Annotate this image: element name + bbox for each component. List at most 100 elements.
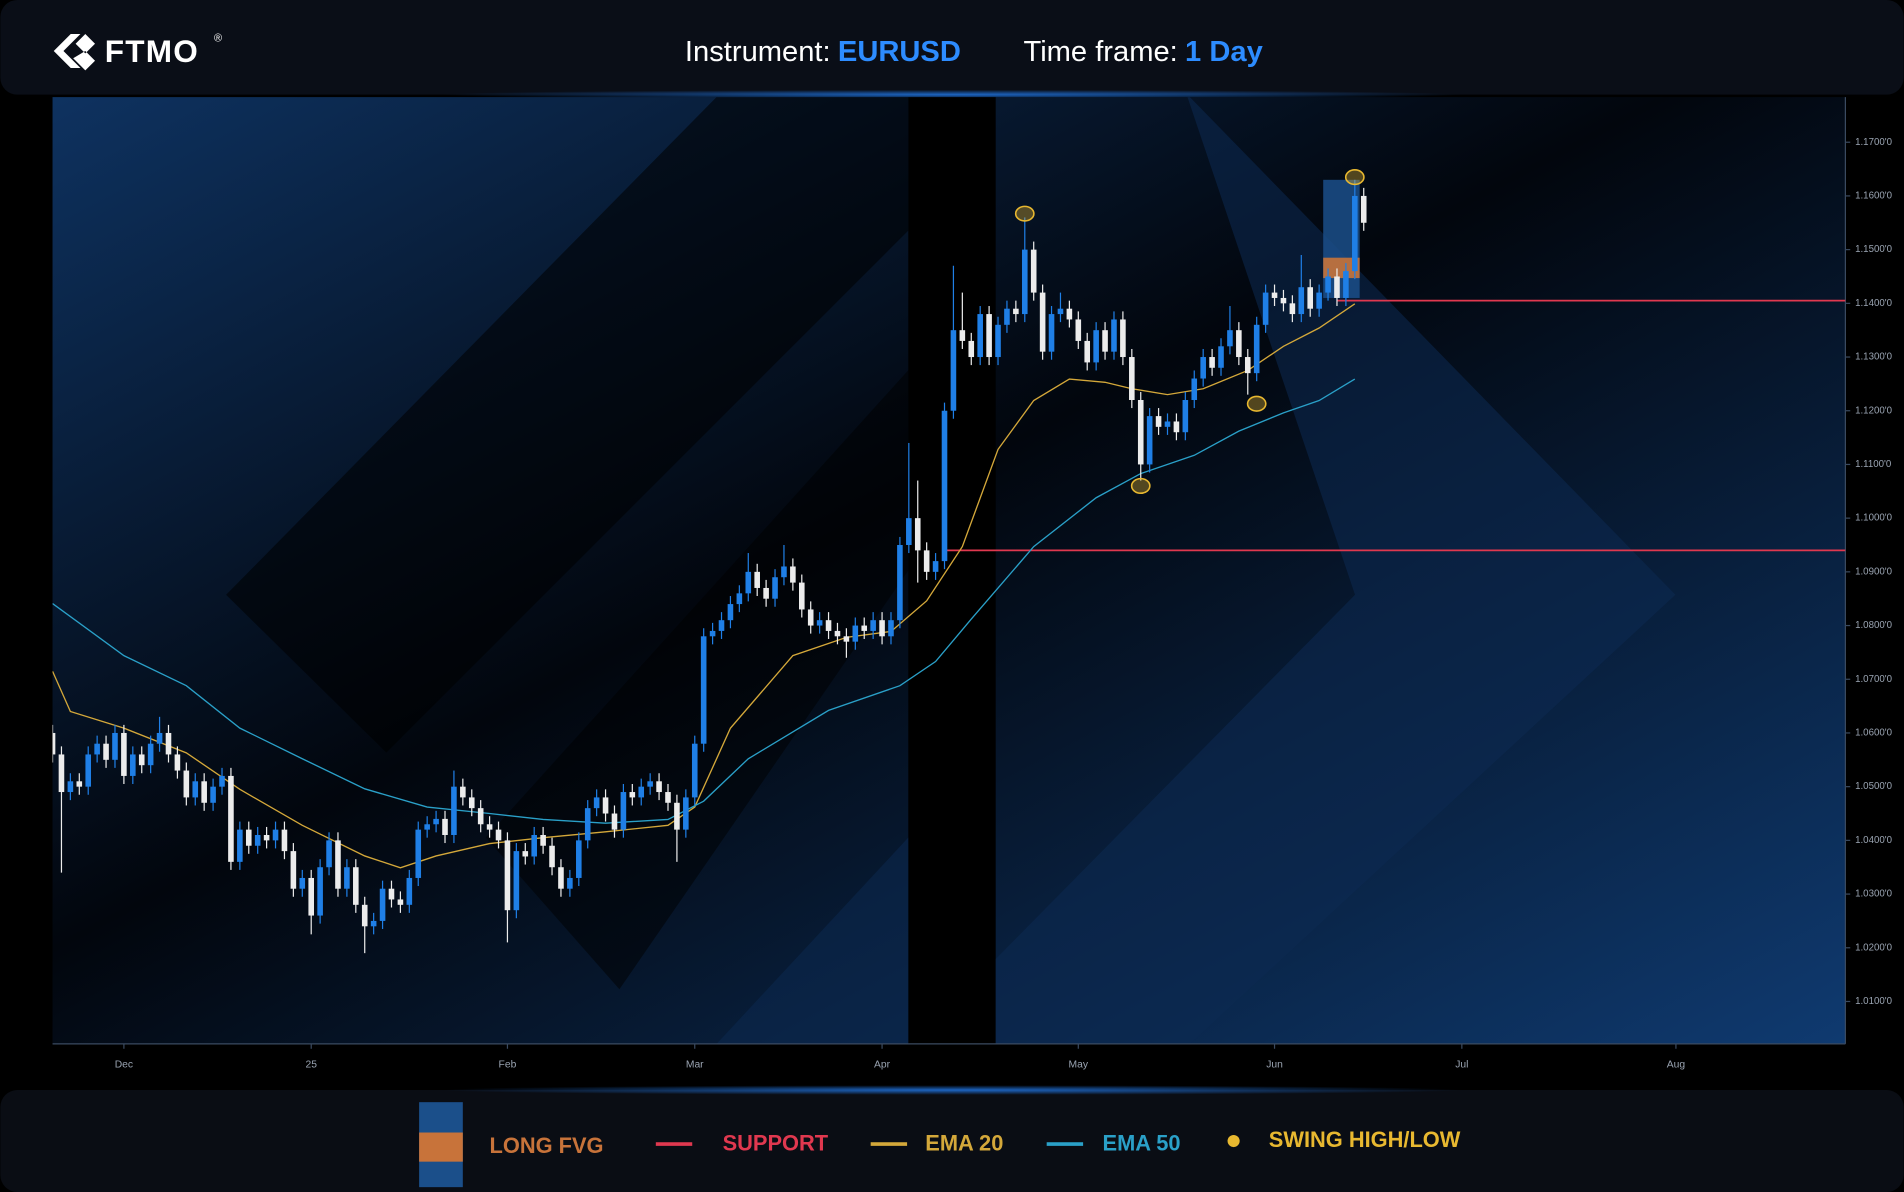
candle-body	[602, 797, 609, 814]
candle-body	[147, 743, 154, 766]
swing-marker	[1130, 477, 1151, 494]
ema-line	[52, 303, 1356, 869]
logo-registered: ®	[214, 33, 222, 45]
y-tick-label: 1.1400'0	[1855, 298, 1893, 309]
candle-body	[67, 781, 74, 793]
candle-body	[103, 743, 109, 760]
candle-body	[941, 410, 948, 562]
candle-body	[85, 754, 92, 787]
instrument-label: Instrument:	[685, 36, 831, 68]
candle-body	[1039, 292, 1046, 352]
y-tick-label: 1.1300'0	[1855, 352, 1893, 363]
candle-body	[852, 625, 859, 642]
candle-body	[995, 324, 1001, 358]
candle-body	[781, 566, 787, 578]
legend-label: SWING HIGH/LOW	[1269, 1127, 1461, 1152]
candle-body	[593, 797, 600, 809]
candle-body	[1236, 330, 1242, 358]
candle-body	[1289, 303, 1296, 315]
y-tick-label: 1.1600'0	[1855, 190, 1893, 201]
x-tick-label: Dec	[115, 1059, 133, 1070]
candle-body	[228, 775, 234, 862]
x-tick-label: Apr	[874, 1059, 891, 1070]
candle-body	[549, 845, 555, 868]
candle-body	[1030, 249, 1037, 293]
candle-body	[638, 786, 645, 798]
candle-body	[165, 732, 172, 755]
candle-body	[156, 732, 163, 744]
candle-body	[834, 630, 841, 637]
y-tick-label: 1.0900'0	[1855, 566, 1893, 577]
candle-body	[1307, 287, 1314, 309]
legend-label: LONG FVG	[490, 1133, 604, 1158]
candle-body	[397, 899, 404, 905]
candle-body	[379, 888, 386, 921]
candle-body	[1191, 378, 1198, 400]
candle-body	[1102, 330, 1108, 352]
timeframe-label: Time frame:	[1023, 36, 1177, 68]
candle-body	[959, 330, 966, 341]
candle-body	[263, 835, 270, 841]
candle-body	[1048, 314, 1055, 352]
candle-body	[344, 867, 350, 889]
x-tick-label: May	[1069, 1059, 1089, 1070]
candle-body	[1173, 421, 1180, 433]
candle-body	[130, 754, 136, 776]
candle-body	[772, 577, 778, 599]
candle-body	[121, 732, 127, 776]
y-tick-label: 1.0400'0	[1855, 835, 1893, 846]
timeframe-value: 1 Day	[1185, 36, 1264, 68]
candle-body	[843, 636, 850, 642]
legend-label: SUPPORT	[723, 1130, 829, 1155]
decor-shape	[716, 837, 909, 1044]
candle-body	[183, 770, 190, 798]
candle-body	[665, 792, 671, 803]
candle-body	[1057, 308, 1064, 315]
swing-marker	[1246, 395, 1267, 412]
candle-body	[424, 824, 430, 830]
candle-body	[1262, 292, 1269, 325]
y-tick-label: 1.1000'0	[1855, 513, 1893, 524]
candle-body	[861, 625, 868, 631]
candle-body	[1084, 340, 1091, 363]
candle-body	[736, 593, 743, 605]
candle-body	[335, 840, 341, 889]
candle-body	[629, 792, 636, 798]
candle-body	[1075, 319, 1082, 341]
candle-body	[1253, 324, 1260, 374]
candle-body	[888, 620, 894, 637]
candle-body	[1280, 297, 1287, 304]
candle-body	[1352, 195, 1358, 272]
candle-body	[986, 314, 992, 358]
candle-body	[1004, 308, 1010, 325]
candle-body	[326, 840, 332, 868]
candle-body	[460, 786, 466, 798]
candle-body	[906, 518, 912, 545]
header-bar	[0, 0, 1904, 95]
candle-body	[477, 808, 484, 825]
candle-body	[1244, 357, 1251, 374]
legend-swatch	[655, 1142, 693, 1146]
decor-shape	[226, 97, 909, 753]
candle-body	[495, 829, 502, 841]
y-tick-label: 1.0300'0	[1855, 889, 1893, 900]
legend-swatch	[1046, 1142, 1084, 1146]
candle-body	[210, 786, 216, 803]
legend-swatch-fvg-zone	[419, 1132, 463, 1162]
candle-body	[567, 877, 573, 889]
candle-body	[1066, 308, 1073, 320]
y-tick-label: 1.0100'0	[1855, 996, 1893, 1007]
candle-body	[932, 561, 939, 572]
candle-body	[272, 829, 279, 841]
y-tick-label: 1.0500'0	[1855, 781, 1893, 792]
candle-body	[245, 829, 252, 846]
candle-body	[727, 604, 734, 621]
candle-body	[576, 840, 582, 878]
candle-body	[353, 867, 359, 905]
candle-body	[1334, 276, 1340, 298]
x-tick-label: 25	[305, 1059, 317, 1070]
candle-body	[763, 587, 769, 599]
candle-body	[281, 829, 288, 852]
candle-body	[317, 867, 323, 916]
